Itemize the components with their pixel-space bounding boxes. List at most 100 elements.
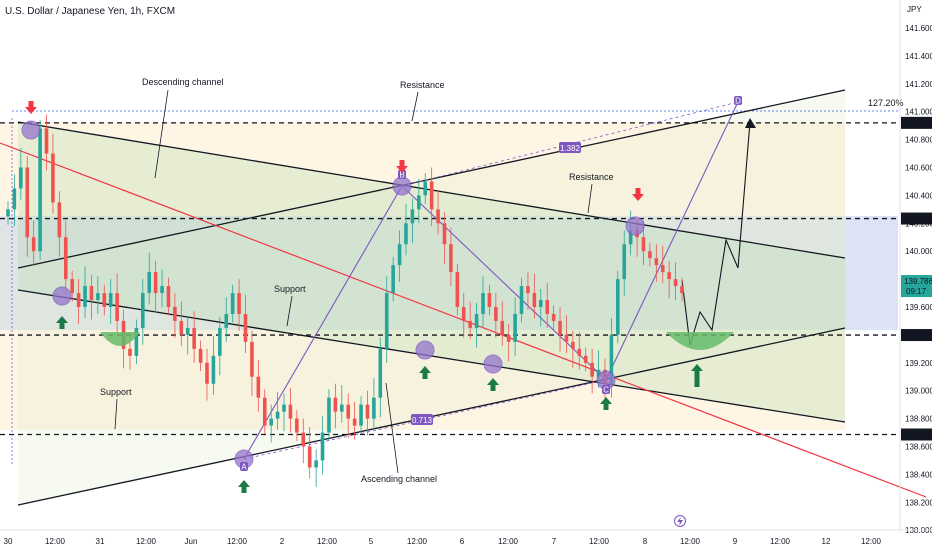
- time-tick-label: 8: [643, 537, 648, 546]
- candle-body: [481, 293, 485, 314]
- green-up-arrow-2-shaft: [422, 373, 428, 379]
- pivot-circle-marker: [415, 340, 435, 360]
- right-zone-extension: [845, 216, 898, 330]
- support-mid-leader: [286, 295, 293, 327]
- candle-body: [147, 272, 152, 294]
- price-tick-label: 140.000: [905, 247, 932, 256]
- candle-body: [185, 327, 190, 335]
- price-tick-label: 140.400: [905, 191, 932, 200]
- ascending-channel-label: Ascending channel: [361, 474, 437, 484]
- candle-body: [545, 300, 549, 314]
- candle-body: [622, 244, 627, 280]
- candle-body: [551, 313, 556, 321]
- candle-body: [250, 341, 254, 377]
- candle-body: [474, 313, 479, 328]
- currency-label: JPY: [907, 5, 922, 14]
- candle-body: [44, 128, 49, 154]
- time-tick-label: 12:00: [136, 537, 157, 546]
- ratio-ac-text: 0.713: [412, 416, 433, 425]
- price-tick-label: 138.800: [905, 415, 932, 424]
- candle-body: [648, 251, 652, 259]
- candle-body: [333, 397, 338, 412]
- time-tick-label: 5: [369, 537, 374, 546]
- time-tick-label: 31: [96, 537, 105, 546]
- price-tick-label: 138.000: [905, 526, 932, 535]
- candle-body: [63, 237, 68, 280]
- candle-body: [89, 286, 94, 301]
- candle-body: [461, 307, 466, 321]
- candle-body: [410, 209, 415, 224]
- level-price-text: 139.399: [904, 331, 932, 340]
- red-down-arrow-1-head: [25, 107, 37, 114]
- candle-body: [115, 293, 119, 321]
- time-tick-label: 7: [552, 537, 557, 546]
- fib-extension-label: 127.20%: [868, 98, 904, 108]
- candle-body: [417, 195, 421, 210]
- point-c-label: C: [603, 386, 609, 395]
- green-up-arrow-4-shaft: [603, 404, 609, 410]
- candle-body: [70, 279, 74, 294]
- candle-body: [571, 341, 575, 349]
- price-tick-label: 138.600: [905, 443, 932, 452]
- candle-body: [590, 362, 594, 377]
- candle-body: [616, 279, 620, 335]
- candle-body: [513, 313, 517, 342]
- price-tick-label: 138.200: [905, 498, 932, 507]
- point-c-badge: [602, 385, 610, 394]
- candle-body: [301, 432, 306, 447]
- support-cup-left: [100, 332, 140, 346]
- time-tick-label: Jun: [185, 537, 198, 546]
- candle-body: [583, 355, 588, 363]
- time-tick-label: 6: [460, 537, 465, 546]
- support-cup-right: [666, 332, 734, 350]
- candle-body: [359, 404, 363, 426]
- support-label-mid: Support: [274, 284, 306, 294]
- candle-body: [173, 307, 177, 321]
- candle-body: [372, 397, 376, 419]
- point-a-badge: [240, 462, 248, 471]
- descending-channel-fill: [18, 122, 845, 422]
- candle-body: [628, 230, 633, 245]
- candle-body: [506, 334, 511, 342]
- resistance-label-mid: Resistance: [569, 172, 614, 182]
- resistance-support-zone: [0, 216, 845, 330]
- candle-body: [243, 313, 248, 342]
- candle-body: [519, 286, 524, 314]
- resistance-label-top: Resistance: [400, 80, 445, 90]
- candle-body: [256, 376, 261, 398]
- last-price-tag: [901, 275, 932, 298]
- candle-body: [449, 244, 453, 273]
- candle-body: [564, 334, 569, 342]
- red-down-arrow-2-head: [396, 166, 408, 173]
- candle-body: [51, 153, 55, 203]
- price-tick-label: 141.000: [905, 108, 932, 117]
- green-up-arrow-5-head: [238, 480, 250, 487]
- time-tick-label: 12:00: [407, 537, 428, 546]
- price-tick-label: 140.600: [905, 164, 932, 173]
- candle-body: [455, 272, 460, 307]
- time-tick-label: 12:00: [227, 537, 248, 546]
- candle-body: [641, 237, 646, 252]
- green-up-arrow-4-head: [600, 397, 612, 404]
- ascending-channel-leader: [385, 382, 399, 474]
- candle-body: [12, 188, 17, 210]
- pivot-circle-marker: [625, 216, 645, 236]
- level-price-text: 140.920: [904, 119, 932, 128]
- candle-body: [487, 293, 492, 307]
- candle-body: [307, 446, 312, 468]
- time-tick-label: 12:00: [498, 537, 519, 546]
- time-tick-label: 30: [4, 537, 13, 546]
- candle-body: [38, 128, 42, 252]
- point-d-badge: [734, 96, 742, 105]
- candle-body: [198, 348, 203, 363]
- price-tick-label: 140.800: [905, 136, 932, 145]
- level-price-tag: [901, 116, 932, 129]
- candle-body: [19, 167, 23, 189]
- candle-body: [526, 286, 530, 294]
- candle-body: [654, 258, 659, 266]
- chart-title: U.S. Dollar / Japanese Yen, 1h, FXCM: [5, 6, 176, 17]
- pivot-circle-marker: [392, 176, 412, 196]
- candle-body: [596, 369, 601, 377]
